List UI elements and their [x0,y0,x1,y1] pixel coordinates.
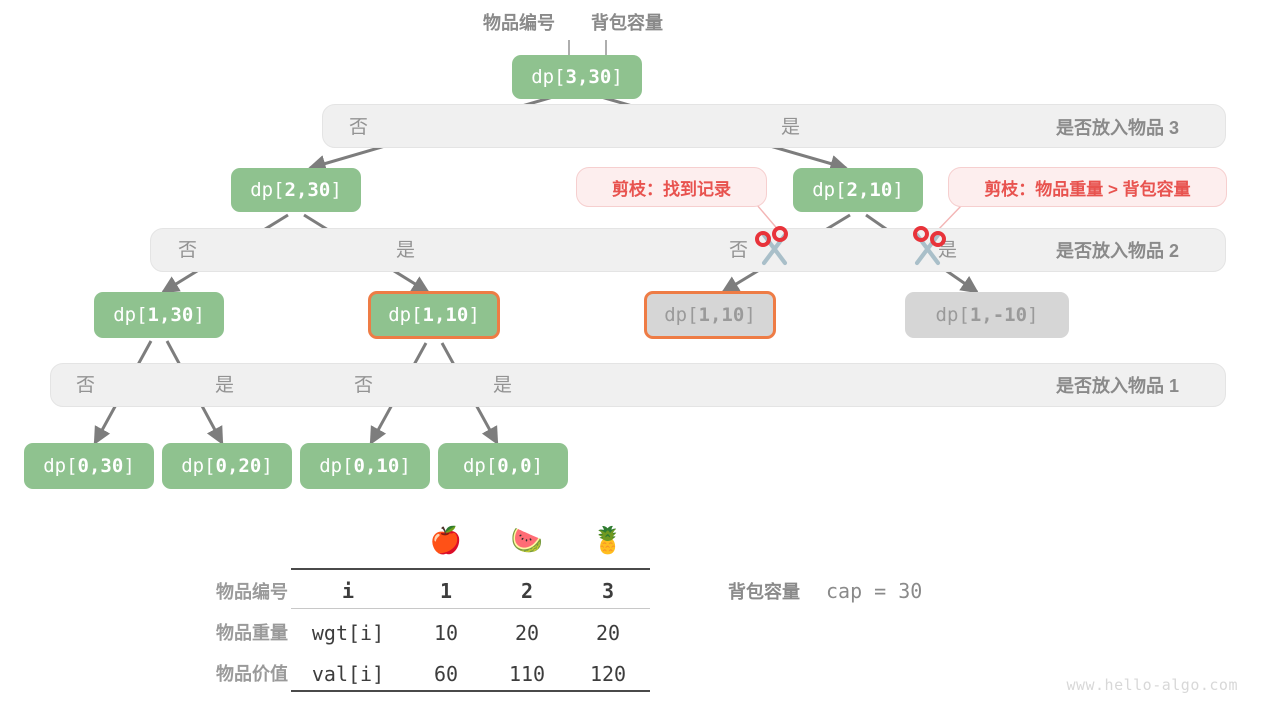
capacity-expression: cap = 30 [826,579,923,603]
node-dp-0-10-label: dp[0,10] [319,455,411,477]
prune-callout-memo-hit-label: 剪枝：找到记录 [612,179,731,199]
node-dp-0-10[interactable]: dp[0,10] [300,443,430,489]
decision-bar-2-yes-label-left: 是 [396,240,416,261]
decision-bar-1-no-label-left: 否 [76,375,96,396]
table-cell-value-1: 60 [433,662,459,686]
prune-callout-overweight: 剪枝：物品重量 > 背包容量 [948,167,1227,207]
table-header-rule [291,608,650,610]
decision-bar-2-no-label-right: 否 [729,240,749,261]
node-dp-3-30-label: dp[3,30] [531,66,623,88]
node-dp-0-20[interactable]: dp[0,20] [162,443,292,489]
table-bottom-rule [291,690,650,692]
node-dp-0-20-label: dp[0,20] [181,455,273,477]
scissors-icon-overweight [913,226,946,266]
table-cell-index-3: 3 [601,579,615,603]
capacity-label: 背包容量 [728,582,800,602]
table-cell-key-wgt: wgt[i] [311,621,385,645]
table-cell-index-2: 2 [520,579,534,603]
node-dp-0-0-label: dp[0,0] [462,455,544,477]
node-dp-2-30-label: dp[2,30] [250,179,342,201]
node-dp-0-30-label: dp[0,30] [43,455,135,477]
decision-bar-2-title: 是否放入物品 2 [1056,241,1180,261]
table-cell-weight-1: 10 [433,621,459,645]
node-dp-0-30[interactable]: dp[0,30] [24,443,154,489]
table-cell-value-3: 120 [589,662,627,686]
node-dp-1-10-right-pruned[interactable]: dp[1,10] [644,291,776,339]
node-dp-2-10-label: dp[2,10] [812,179,904,201]
decision-bar-3-title: 是否放入物品 3 [1056,118,1180,138]
fruit-icon-apple: 🍎 [429,525,463,555]
fruit-icon-watermelon: 🍉 [510,525,544,555]
table-cell-key-i: i [341,579,355,603]
decision-bar-1-no-label-right: 否 [354,375,374,396]
decision-bar-3-yes-label: 是 [781,117,801,138]
table-top-rule [291,568,650,570]
decision-bar-item-1 [50,363,1226,407]
node-dp-1-neg10-pruned[interactable]: dp[1,-10] [905,292,1069,338]
node-dp-0-0[interactable]: dp[0,0] [438,443,568,489]
node-dp-1-30-label: dp[1,30] [113,304,205,326]
decision-bar-1-yes-label-right: 是 [493,375,513,396]
decision-bar-1-title: 是否放入物品 1 [1056,376,1180,396]
annotation-bag-capacity: 背包容量 [591,13,663,33]
table-cell-weight-3: 20 [595,621,621,645]
decision-bar-1-yes-label-left: 是 [215,375,235,396]
node-dp-1-10-right-label: dp[1,10] [664,304,756,326]
node-dp-3-30[interactable]: dp[3,30] [512,55,642,99]
table-cell-key-val: val[i] [311,662,385,686]
watermark: www.hello-algo.com [1066,676,1238,694]
decision-bar-2-yes-label-right: 是 [938,240,958,261]
table-row-label-item-weight: 物品重量 [216,623,288,643]
prune-callout-memo-hit: 剪枝：找到记录 [576,167,767,207]
table-row-label-item-index: 物品编号 [216,582,288,602]
table-row-label-item-value: 物品价值 [216,664,288,684]
scissors-icon-memo-hit [755,226,788,266]
node-dp-1-30[interactable]: dp[1,30] [94,292,224,338]
decision-bar-3-no-label: 否 [349,117,369,138]
node-dp-1-10-left-label: dp[1,10] [388,304,480,326]
decision-bar-item-3 [322,104,1226,148]
table-cell-index-1: 1 [439,579,453,603]
node-dp-2-10[interactable]: dp[2,10] [793,168,923,212]
decision-bar-2-no-label-left: 否 [178,240,198,261]
node-dp-1-10-left-highlighted[interactable]: dp[1,10] [368,291,500,339]
node-dp-1-neg10-label: dp[1,-10] [935,304,1039,326]
annotation-item-index: 物品编号 [483,13,555,33]
node-dp-2-30[interactable]: dp[2,30] [231,168,361,212]
table-cell-value-2: 110 [508,662,546,686]
prune-callout-overweight-label: 剪枝：物品重量 > 背包容量 [984,179,1191,199]
decision-bar-item-2 [150,228,1226,272]
table-cell-weight-2: 20 [514,621,540,645]
fruit-icon-pineapple: 🍍 [591,525,625,555]
